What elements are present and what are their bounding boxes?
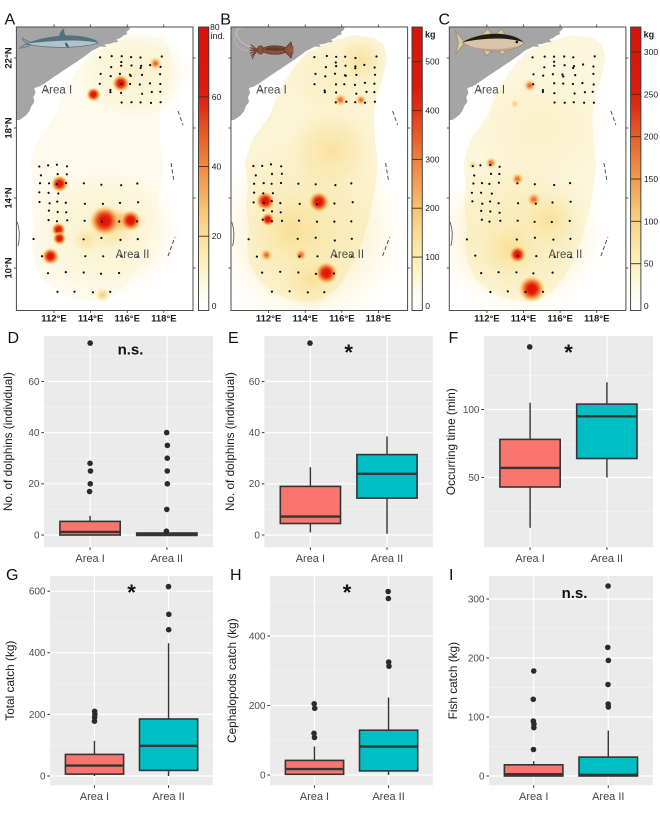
svg-text:118°E: 118°E xyxy=(366,314,391,325)
svg-text:Area II: Area II xyxy=(591,553,623,565)
svg-text:F: F xyxy=(449,330,459,347)
svg-text:kg: kg xyxy=(644,30,655,40)
svg-text:Fish catch (kg): Fish catch (kg) xyxy=(446,642,460,719)
svg-text:n.s.: n.s. xyxy=(562,585,588,602)
svg-text:Area I: Area I xyxy=(42,85,73,97)
svg-text:600: 600 xyxy=(29,587,46,598)
svg-text:400: 400 xyxy=(29,648,46,659)
svg-text:50: 50 xyxy=(468,473,480,484)
svg-text:200: 200 xyxy=(644,132,658,142)
svg-text:50: 50 xyxy=(644,259,654,269)
svg-text:H: H xyxy=(230,567,242,584)
svg-text:0: 0 xyxy=(260,770,266,781)
svg-text:G: G xyxy=(6,567,18,584)
svg-text:100: 100 xyxy=(425,252,439,262)
svg-text:Area I: Area I xyxy=(296,553,325,565)
svg-text:*: * xyxy=(127,580,136,605)
svg-text:Area I: Area I xyxy=(515,553,544,565)
svg-text:Area II: Area II xyxy=(371,553,403,565)
svg-text:Area I: Area I xyxy=(80,791,109,803)
svg-text:Area II: Area II xyxy=(330,249,364,261)
svg-text:200: 200 xyxy=(29,710,46,721)
svg-text:114°E: 114°E xyxy=(292,314,317,325)
svg-text:300: 300 xyxy=(425,154,439,164)
svg-text:Area I: Area I xyxy=(75,553,104,565)
svg-text:Area I: Area I xyxy=(256,85,287,97)
svg-text:116°E: 116°E xyxy=(329,314,354,325)
svg-text:No. of dolphins (individual): No. of dolphins (individual) xyxy=(223,372,237,511)
svg-text:250: 250 xyxy=(644,89,658,99)
svg-text:B: B xyxy=(220,12,231,29)
svg-text:I: I xyxy=(449,567,453,584)
svg-text:118°E: 118°E xyxy=(151,314,176,325)
svg-text:114°E: 114°E xyxy=(78,314,103,325)
svg-text:D: D xyxy=(8,330,20,347)
svg-text:400: 400 xyxy=(425,106,439,116)
svg-text:0: 0 xyxy=(40,771,46,782)
svg-text:20: 20 xyxy=(249,479,261,490)
svg-text:0: 0 xyxy=(425,301,430,311)
svg-text:*: * xyxy=(564,340,573,365)
svg-text:118°E: 118°E xyxy=(584,314,609,325)
svg-text:14°N: 14°N xyxy=(4,187,15,208)
svg-text:Area I: Area I xyxy=(300,791,329,803)
svg-text:60: 60 xyxy=(212,92,222,102)
svg-text:10°N: 10°N xyxy=(4,257,15,278)
svg-text:Area II: Area II xyxy=(549,249,583,261)
svg-text:200: 200 xyxy=(468,653,485,664)
svg-text:116°E: 116°E xyxy=(547,314,572,325)
svg-text:40: 40 xyxy=(212,162,222,172)
svg-text:20: 20 xyxy=(212,231,222,241)
svg-text:ind.: ind. xyxy=(211,31,226,41)
svg-text:Area I: Area I xyxy=(519,791,548,803)
svg-text:*: * xyxy=(343,580,352,605)
svg-text:Area II: Area II xyxy=(152,791,184,803)
svg-text:112°E: 112°E xyxy=(474,314,499,325)
svg-text:20: 20 xyxy=(28,479,40,490)
svg-text:Occurring time (min): Occurring time (min) xyxy=(444,388,458,495)
svg-text:80: 80 xyxy=(210,22,220,32)
svg-text:Area II: Area II xyxy=(592,791,624,803)
svg-text:300: 300 xyxy=(644,47,658,57)
svg-text:400: 400 xyxy=(249,631,266,642)
svg-text:150: 150 xyxy=(644,174,658,184)
svg-text:200: 200 xyxy=(249,701,266,712)
svg-text:E: E xyxy=(228,330,239,347)
svg-text:40: 40 xyxy=(28,428,40,439)
svg-text:60: 60 xyxy=(249,377,261,388)
svg-text:500: 500 xyxy=(425,57,439,67)
svg-text:112°E: 112°E xyxy=(41,314,66,325)
svg-text:116°E: 116°E xyxy=(114,314,139,325)
svg-text:Area II: Area II xyxy=(372,791,404,803)
svg-text:200: 200 xyxy=(425,203,439,213)
svg-text:0: 0 xyxy=(644,301,649,311)
svg-text:Area I: Area I xyxy=(474,85,505,97)
svg-text:60: 60 xyxy=(28,377,40,388)
svg-text:0: 0 xyxy=(34,530,40,541)
svg-text:n.s.: n.s. xyxy=(118,342,144,359)
svg-text:0: 0 xyxy=(254,530,260,541)
svg-text:C: C xyxy=(439,12,451,29)
svg-text:*: * xyxy=(344,340,353,365)
svg-text:0: 0 xyxy=(479,771,485,782)
svg-text:kg: kg xyxy=(425,30,436,40)
svg-text:18°N: 18°N xyxy=(4,117,15,138)
svg-text:0: 0 xyxy=(212,301,217,311)
svg-text:40: 40 xyxy=(249,428,261,439)
svg-text:Total catch (kg): Total catch (kg) xyxy=(3,641,17,721)
svg-text:A: A xyxy=(5,12,16,29)
svg-text:Area II: Area II xyxy=(116,249,150,261)
svg-text:300: 300 xyxy=(468,594,485,605)
svg-text:100: 100 xyxy=(644,216,658,226)
svg-text:114°E: 114°E xyxy=(511,314,536,325)
svg-text:100: 100 xyxy=(463,405,480,416)
svg-text:112°E: 112°E xyxy=(256,314,281,325)
svg-text:Cephalopods catch (kg): Cephalopods catch (kg) xyxy=(225,618,239,743)
svg-text:100: 100 xyxy=(468,712,485,723)
svg-text:Area II: Area II xyxy=(151,553,183,565)
svg-text:22°N: 22°N xyxy=(4,47,15,68)
svg-text:No. of dolphins (individual): No. of dolphins (individual) xyxy=(1,372,15,511)
